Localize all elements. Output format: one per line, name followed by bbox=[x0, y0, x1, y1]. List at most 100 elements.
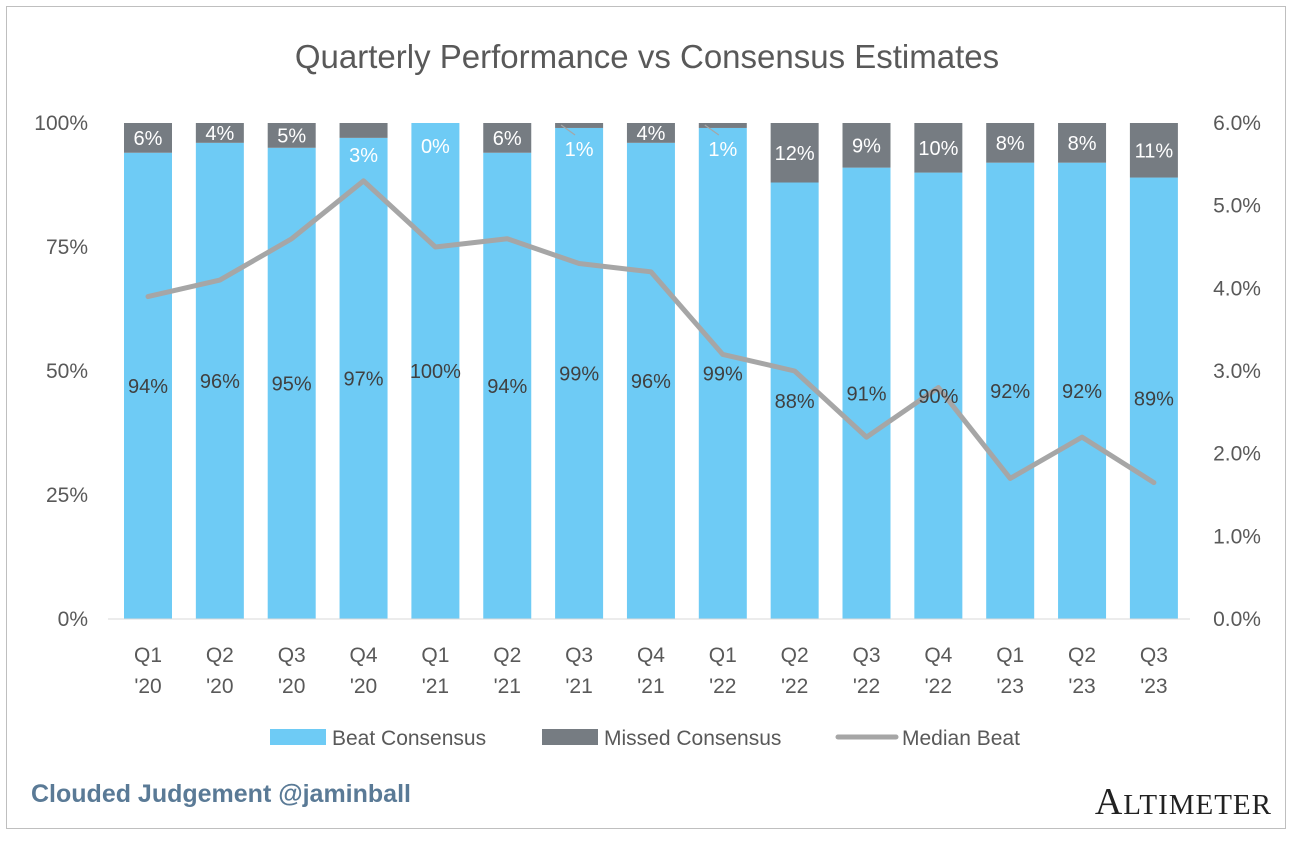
legend-missed-swatch bbox=[542, 729, 598, 745]
category-year-label: '20 bbox=[350, 675, 377, 698]
beat-consensus-bar bbox=[626, 142, 675, 619]
missed-consensus-bar bbox=[698, 123, 747, 128]
category-year-label: '20 bbox=[134, 675, 161, 698]
right-tick-label: 4.0% bbox=[1213, 277, 1261, 300]
category-year-label: '23 bbox=[1068, 675, 1095, 698]
beat-data-label: 99% bbox=[703, 363, 743, 385]
category-year-label: '22 bbox=[925, 675, 952, 698]
bars bbox=[124, 123, 1178, 620]
missed-data-label: 8% bbox=[1068, 133, 1097, 155]
brand-rest: LTIMETER bbox=[1123, 789, 1272, 821]
beat-data-label: 92% bbox=[990, 381, 1030, 403]
brand-first-letter: A bbox=[1094, 781, 1124, 823]
beat-data-label: 96% bbox=[631, 371, 671, 393]
category-quarter-label: Q2 bbox=[493, 644, 521, 667]
right-axis: 0.0% 1.0% 2.0% 3.0% 4.0% 5.0% 6.0% bbox=[1213, 112, 1261, 631]
category-quarter-label: Q3 bbox=[565, 644, 593, 667]
right-tick-label: 1.0% bbox=[1213, 525, 1261, 548]
category-year-label: '22 bbox=[853, 675, 880, 698]
missed-data-label: 3% bbox=[349, 145, 378, 167]
missed-consensus-bar bbox=[195, 123, 244, 143]
median-beat-line-layer bbox=[145, 178, 1157, 486]
left-tick-label: 0% bbox=[58, 608, 88, 631]
category-year-label: '23 bbox=[997, 675, 1024, 698]
brand-logo: ALTIMETER bbox=[1095, 780, 1272, 824]
category-quarter-label: Q1 bbox=[421, 644, 449, 667]
beat-data-label: 95% bbox=[272, 373, 312, 395]
category-quarter-label: Q2 bbox=[206, 644, 234, 667]
category-quarter-label: Q2 bbox=[781, 644, 809, 667]
credit-text: Clouded Judgement @jaminball bbox=[31, 780, 411, 808]
missed-data-label: 1% bbox=[708, 139, 737, 161]
beat-consensus-bar bbox=[842, 167, 891, 619]
missed-consensus-bar bbox=[626, 123, 675, 143]
right-tick-label: 5.0% bbox=[1213, 195, 1261, 218]
beat-consensus-bar bbox=[1129, 177, 1178, 619]
category-quarter-label: Q3 bbox=[852, 644, 880, 667]
left-tick-label: 100% bbox=[34, 112, 88, 135]
missed-consensus-bar bbox=[483, 123, 532, 153]
beat-data-label: 90% bbox=[918, 386, 958, 408]
beat-data-label: 89% bbox=[1134, 388, 1174, 410]
missed-consensus-bar bbox=[1058, 123, 1107, 163]
missed-data-label: 4% bbox=[636, 123, 665, 145]
missed-consensus-bar bbox=[842, 123, 891, 168]
category-year-label: '20 bbox=[206, 675, 233, 698]
right-tick-label: 3.0% bbox=[1213, 360, 1261, 383]
chart-frame bbox=[6, 6, 1286, 829]
missed-data-label: 8% bbox=[996, 133, 1025, 155]
median-beat-line bbox=[145, 178, 1157, 486]
legend-beat-label: Beat Consensus bbox=[332, 727, 486, 750]
category-axis: Q1 '20 Q2 '20 Q3 '20 Q4 '20 Q1 '21 Q2 '21 Q3 '21 Q4 '21… bbox=[134, 644, 1168, 698]
beat-data-label: 100% bbox=[410, 361, 461, 383]
category-year-label: '23 bbox=[1140, 675, 1167, 698]
right-tick-label: 2.0% bbox=[1213, 443, 1261, 466]
data-labels: 94% 6% 96% 4% 95% 5% 97% 3% 100% 0% 94% 6% 99% 1% 96% 4… bbox=[128, 123, 1174, 413]
beat-consensus-bar bbox=[124, 152, 172, 619]
missed-data-label: 9% bbox=[852, 135, 881, 157]
category-quarter-label: Q3 bbox=[278, 644, 306, 667]
missed-consensus-bar bbox=[555, 123, 604, 128]
label-leader-line bbox=[560, 124, 576, 136]
beat-consensus-bar bbox=[698, 127, 747, 620]
category-quarter-label: Q1 bbox=[134, 644, 162, 667]
beat-consensus-bar bbox=[986, 162, 1035, 619]
missed-data-label: 5% bbox=[277, 125, 306, 147]
legend-median-label: Median Beat bbox=[902, 727, 1020, 750]
beat-consensus-bar bbox=[339, 137, 388, 619]
beat-consensus-bar bbox=[411, 123, 460, 619]
beat-consensus-bar bbox=[483, 152, 532, 619]
category-year-label: '21 bbox=[565, 675, 592, 698]
beat-data-label: 94% bbox=[487, 376, 527, 398]
beat-data-label: 94% bbox=[128, 376, 168, 398]
category-quarter-label: Q4 bbox=[924, 644, 952, 667]
missed-consensus-bar bbox=[1129, 123, 1178, 178]
left-tick-label: 75% bbox=[46, 236, 88, 259]
beat-data-label: 88% bbox=[775, 391, 815, 413]
category-year-label: '22 bbox=[709, 675, 736, 698]
beat-data-label: 97% bbox=[344, 368, 384, 390]
category-year-label: '22 bbox=[781, 675, 808, 698]
legend-beat-swatch bbox=[270, 729, 326, 745]
missed-data-label: 10% bbox=[918, 138, 958, 160]
beat-data-label: 99% bbox=[559, 363, 599, 385]
category-quarter-label: Q4 bbox=[637, 644, 665, 667]
legend: Beat Consensus Missed Consensus Median Bea… bbox=[270, 727, 1020, 750]
beat-consensus-bar bbox=[555, 127, 604, 620]
left-tick-label: 50% bbox=[46, 360, 88, 383]
left-tick-label: 25% bbox=[46, 484, 88, 507]
beat-data-label: 92% bbox=[1062, 381, 1102, 403]
beat-data-label: 96% bbox=[200, 371, 240, 393]
beat-data-label: 91% bbox=[846, 383, 886, 405]
missed-consensus-bar bbox=[124, 123, 172, 153]
legend-missed-label: Missed Consensus bbox=[604, 727, 781, 750]
category-quarter-label: Q1 bbox=[996, 644, 1024, 667]
missed-data-label: 6% bbox=[134, 128, 163, 150]
missed-data-label: 11% bbox=[1135, 140, 1174, 162]
missed-data-label: 12% bbox=[775, 143, 815, 165]
missed-consensus-bar bbox=[986, 123, 1035, 163]
missed-data-label: 0% bbox=[421, 136, 450, 158]
left-axis: 0% 25% 50% 75% 100% bbox=[34, 112, 88, 631]
category-year-label: '21 bbox=[637, 675, 664, 698]
